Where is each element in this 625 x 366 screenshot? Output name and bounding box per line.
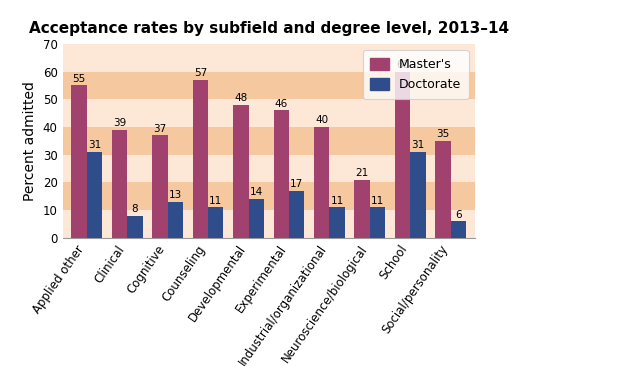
- Bar: [208, 208, 224, 238]
- Title: Acceptance rates by subfield and degree level, 2013–14: Acceptance rates by subfield and degree …: [29, 21, 509, 36]
- Text: 40: 40: [315, 115, 328, 126]
- Bar: [274, 111, 289, 238]
- Bar: [354, 180, 370, 238]
- Bar: [87, 152, 102, 238]
- Bar: [370, 208, 385, 238]
- Bar: [395, 72, 410, 238]
- Text: 11: 11: [331, 196, 344, 206]
- Bar: [62, 155, 475, 183]
- Text: 31: 31: [411, 140, 424, 150]
- Text: 48: 48: [234, 93, 248, 103]
- Bar: [62, 183, 475, 210]
- Text: 17: 17: [290, 179, 303, 189]
- Text: 35: 35: [436, 129, 449, 139]
- Bar: [192, 80, 208, 238]
- Text: 6: 6: [455, 210, 462, 220]
- Text: 13: 13: [169, 190, 182, 200]
- Text: 14: 14: [249, 187, 263, 197]
- Bar: [152, 135, 168, 238]
- Text: 37: 37: [153, 124, 167, 134]
- Text: 31: 31: [88, 140, 101, 150]
- Bar: [233, 105, 249, 238]
- Bar: [62, 127, 475, 155]
- Text: 60: 60: [396, 60, 409, 70]
- Bar: [329, 208, 345, 238]
- Bar: [71, 86, 87, 238]
- Bar: [62, 72, 475, 99]
- Bar: [436, 141, 451, 238]
- Text: 57: 57: [194, 68, 207, 78]
- Bar: [249, 199, 264, 238]
- Bar: [62, 44, 475, 72]
- Text: 46: 46: [274, 99, 288, 109]
- Bar: [410, 152, 426, 238]
- Bar: [451, 221, 466, 238]
- Text: 21: 21: [356, 168, 369, 178]
- Text: 11: 11: [371, 196, 384, 206]
- Bar: [112, 130, 128, 238]
- Legend: Master's, Doctorate: Master's, Doctorate: [362, 50, 469, 99]
- Bar: [62, 99, 475, 127]
- Bar: [289, 191, 304, 238]
- Y-axis label: Percent admitted: Percent admitted: [23, 81, 38, 201]
- Bar: [168, 202, 183, 238]
- Text: 11: 11: [209, 196, 222, 206]
- Text: 39: 39: [113, 118, 126, 128]
- Bar: [127, 216, 142, 238]
- Text: 55: 55: [72, 74, 86, 84]
- Bar: [62, 210, 475, 238]
- Bar: [314, 127, 329, 238]
- Text: 8: 8: [132, 204, 138, 214]
